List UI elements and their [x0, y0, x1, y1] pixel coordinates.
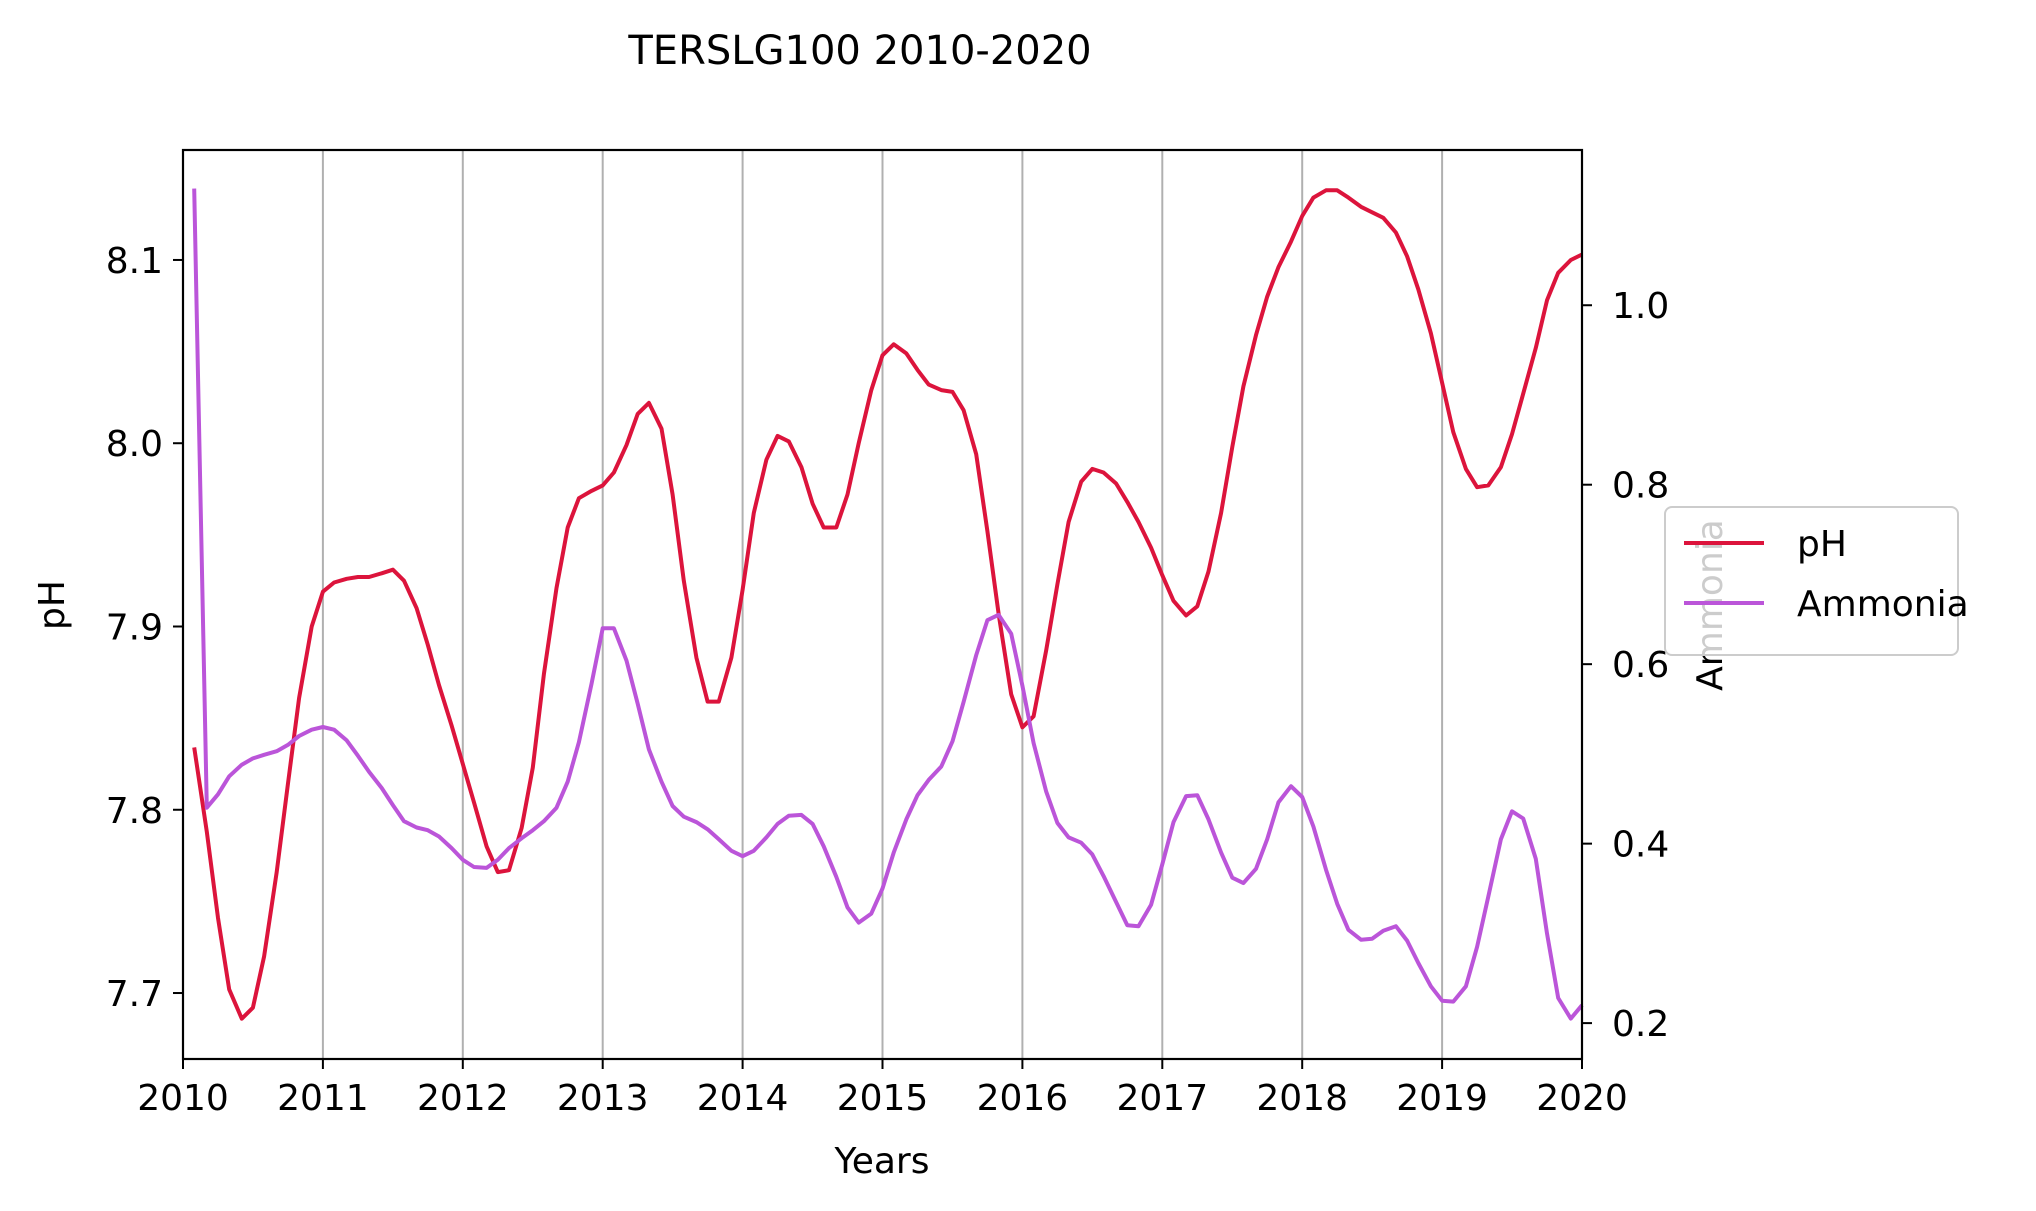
y-axis-left-label: pH [32, 580, 73, 630]
x-tick-label: 2019 [1396, 1078, 1488, 1119]
x-tick-label: 2012 [417, 1078, 509, 1119]
legend: pH Ammonia [1664, 506, 1969, 656]
y-right-tick-label: 0.2 [1612, 1004, 1669, 1045]
chart-title: TERSLG100 2010-2020 [627, 28, 1091, 74]
x-tick-label: 2016 [977, 1078, 1069, 1119]
x-tick-label: 2017 [1116, 1078, 1208, 1119]
y-left-tick-label: 7.9 [106, 607, 163, 648]
x-tick-label: 2011 [277, 1078, 369, 1119]
grid-lines [321, 150, 1444, 1059]
y-left-tick-label: 7.8 [106, 791, 163, 832]
y-left-tick-label: 8.0 [106, 424, 163, 465]
x-tick-label: 2018 [1256, 1078, 1348, 1119]
x-axis-label: Years [834, 1141, 930, 1182]
series-line-ammonia [192, 188, 1584, 1021]
series-lines [192, 188, 1584, 1021]
x-tick-label: 2020 [1536, 1078, 1628, 1119]
y-axis-left: 7.7 7.8 7.9 8.0 8.1 [106, 241, 183, 1015]
y-right-tick-label: 1.0 [1612, 286, 1669, 327]
x-tick-label: 2013 [557, 1078, 649, 1119]
x-tick-label: 2010 [137, 1078, 229, 1119]
y-right-tick-label: 0.8 [1612, 466, 1669, 507]
series-line-ph [192, 188, 1583, 1021]
x-tick-label: 2014 [697, 1078, 789, 1119]
legend-label-ammonia: Ammonia [1797, 584, 1969, 625]
legend-label-ph: pH [1797, 524, 1847, 565]
x-axis: 2010 2011 2012 2013 2014 2015 2016 2017 2018 2019… [137, 1059, 1628, 1119]
y-left-tick-label: 7.7 [106, 974, 163, 1015]
y-right-tick-label: 0.6 [1612, 645, 1669, 686]
x-tick-label: 2015 [837, 1078, 929, 1119]
y-left-tick-label: 8.1 [106, 241, 163, 282]
y-right-tick-label: 0.4 [1612, 825, 1669, 866]
y-axis-right: 0.2 0.4 0.6 0.8 1.0 [1582, 286, 1669, 1045]
